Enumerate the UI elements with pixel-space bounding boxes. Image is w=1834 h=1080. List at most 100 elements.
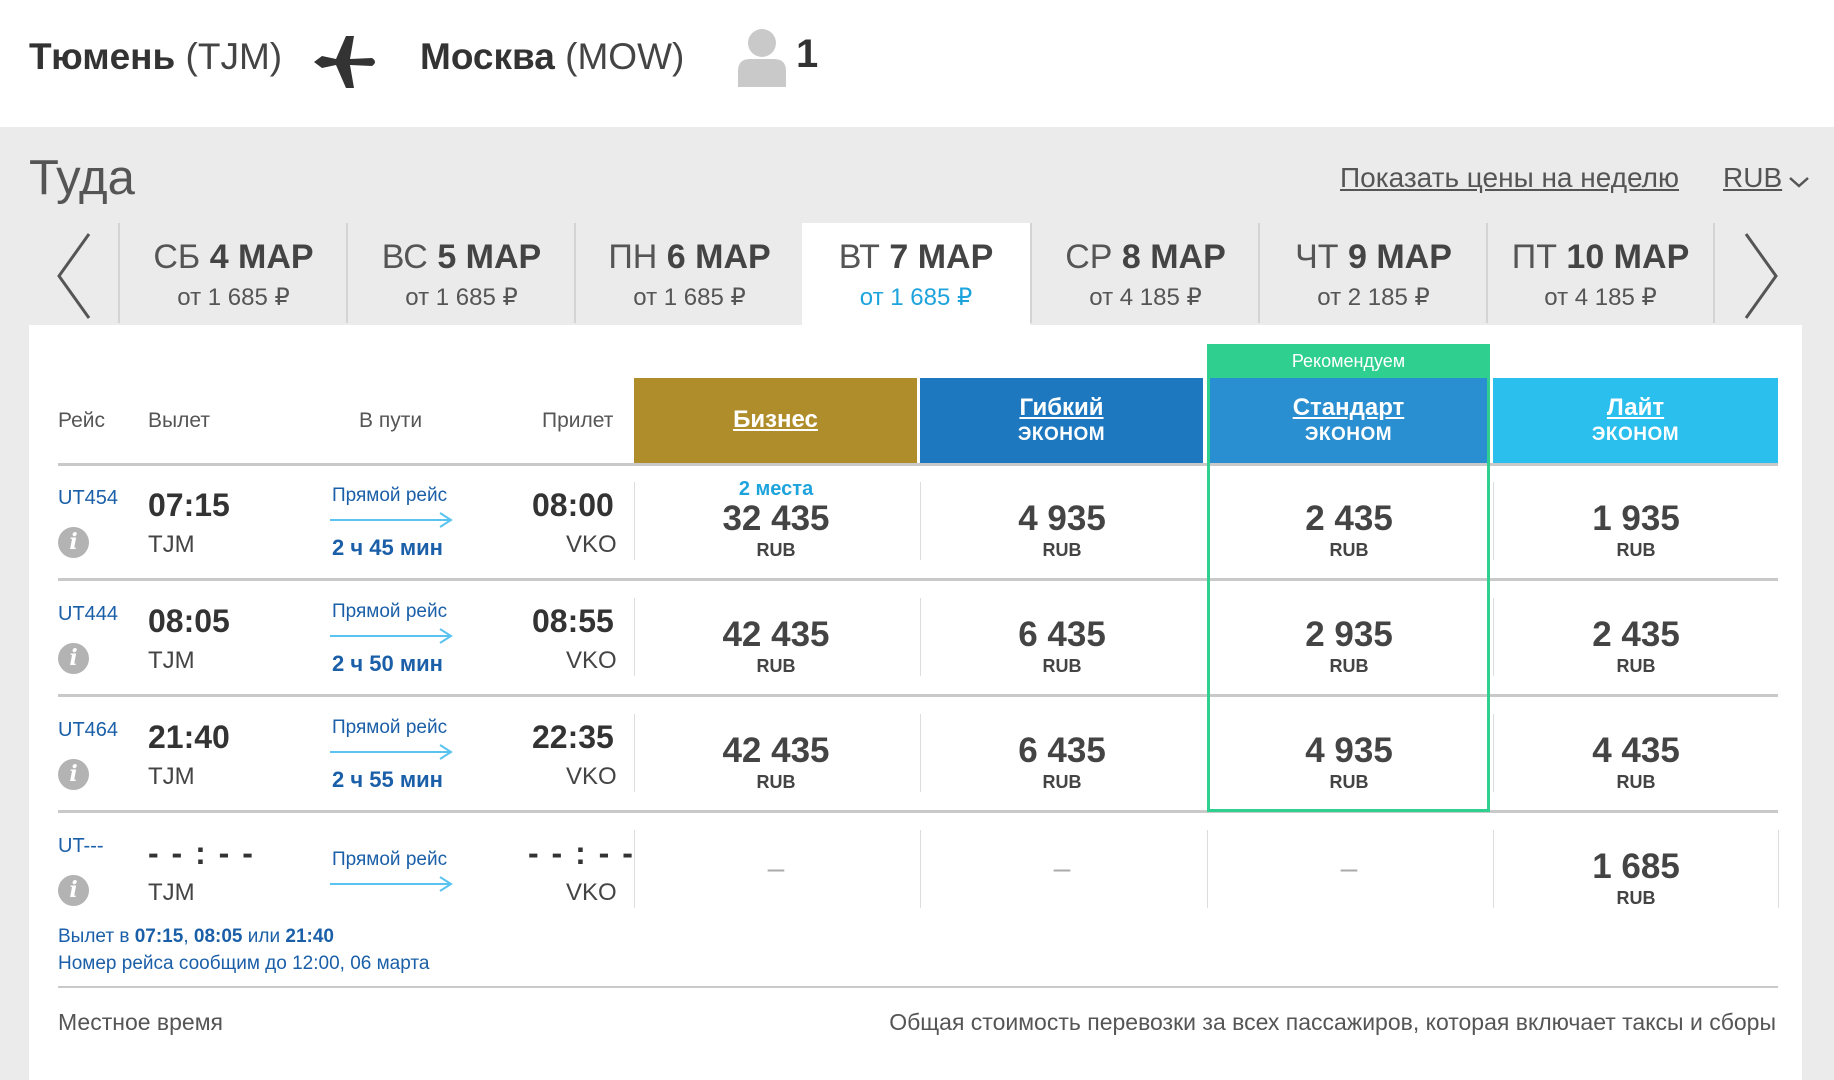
price-amount: 32 435	[722, 499, 830, 538]
seats-left	[940, 710, 1184, 732]
fare-price-business[interactable]: 42 435 RUB	[654, 710, 898, 793]
note-time: 07:15	[134, 926, 184, 947]
price-amount: 6 435	[1018, 731, 1106, 770]
fare-price-standard[interactable]: 2 435 RUB	[1227, 478, 1471, 561]
col-sep	[920, 714, 921, 792]
info-icon[interactable]: i	[58, 759, 89, 790]
passenger-count: 1	[796, 32, 819, 76]
divider	[58, 986, 1778, 988]
flight-number[interactable]: UT444	[58, 603, 119, 625]
currency-select[interactable]: RUB	[1723, 162, 1810, 196]
fare-price-flex[interactable]: 4 935 RUB	[940, 478, 1184, 561]
dest-city-code: (MOW)	[565, 36, 685, 77]
divider	[58, 694, 1778, 697]
col-duration: В пути	[359, 409, 423, 432]
date-tab[interactable]: ВС 5 МАР от 1 685 ₽	[346, 223, 575, 323]
flight-number[interactable]: UT---	[58, 835, 104, 857]
price-unavailable: –	[1053, 852, 1071, 885]
date-label: 5 МАР	[437, 238, 542, 276]
info-icon[interactable]: i	[58, 875, 89, 906]
price-unavailable: –	[1340, 852, 1358, 885]
arr-airport: VKO	[566, 879, 617, 906]
date-tab[interactable]: ЧТ 9 МАР от 2 185 ₽	[1258, 223, 1487, 323]
fare-sub: ЭКОНОМ	[1304, 424, 1393, 445]
fare-header-lite[interactable]: Лайт ЭКОНОМ	[1493, 378, 1778, 464]
date-tab-active[interactable]: ВТ 7 МАР от 1 685 ₽	[802, 223, 1030, 325]
origin-city-name: Тюмень	[29, 36, 176, 77]
flight-number[interactable]: UT464	[58, 719, 119, 741]
flight-number[interactable]: UT454	[58, 487, 119, 509]
arr-airport: VKO	[566, 763, 617, 790]
arr-airport: VKO	[566, 647, 617, 674]
col-sep	[1493, 598, 1494, 676]
price-amount: 2 435	[1592, 615, 1680, 654]
note-sep: или	[247, 926, 281, 947]
col-sep	[1778, 830, 1779, 908]
seats-left	[940, 478, 1184, 500]
dep-airport: TJM	[148, 647, 195, 674]
price-amount: 4 935	[1305, 731, 1393, 770]
price-amount: 4 435	[1592, 731, 1680, 770]
date-dow: ВС	[381, 238, 428, 276]
fare-price-lite[interactable]: 1 685 RUB	[1514, 826, 1758, 909]
fare-price-flex[interactable]: 6 435 RUB	[940, 710, 1184, 793]
fare-price-standard[interactable]: 2 935 RUB	[1227, 594, 1471, 677]
price-amount: 4 935	[1018, 499, 1106, 538]
date-dow: СБ	[153, 238, 201, 276]
date-tab[interactable]: СР 8 МАР от 4 185 ₽	[1030, 223, 1259, 323]
date-tab[interactable]: СБ 4 МАР от 1 685 ₽	[118, 223, 347, 323]
fare-price-standard[interactable]: 4 935 RUB	[1227, 710, 1471, 793]
divider	[58, 578, 1778, 581]
date-min-price: 4 185 ₽	[1119, 284, 1202, 311]
price-amount: 2 435	[1305, 499, 1393, 538]
price-currency: RUB	[1329, 772, 1369, 792]
date-tab[interactable]: ПТ 10 МАР от 4 185 ₽	[1486, 223, 1715, 323]
col-sep	[920, 830, 921, 908]
fare-name: Гибкий	[1019, 394, 1104, 421]
divider	[58, 463, 1778, 466]
dep-airport: TJM	[148, 879, 195, 906]
flight-duration: 2 ч 45 мин	[332, 535, 443, 560]
fare-sub: ЭКОНОМ	[1017, 424, 1106, 445]
col-sep	[1493, 482, 1494, 560]
fare-header-flex[interactable]: Гибкий ЭКОНОМ	[920, 378, 1203, 464]
price-amount: 1 935	[1592, 499, 1680, 538]
price-amount: 1 685	[1592, 847, 1680, 886]
date-dow: ЧТ	[1295, 238, 1339, 276]
price-currency: RUB	[756, 772, 796, 792]
date-min-price: 1 685 ₽	[435, 284, 518, 311]
price-currency: RUB	[1616, 888, 1656, 908]
recommended-frame-left	[1207, 344, 1210, 464]
col-sep	[1493, 714, 1494, 792]
price-currency: RUB	[756, 540, 796, 560]
note-prefix: Вылет в	[58, 926, 130, 947]
direct-flight-label: Прямой рейс	[332, 485, 448, 506]
arr-time: - - : - -	[528, 835, 635, 871]
total-cost-note: Общая стоимость перевозки за всех пассаж…	[889, 1009, 1776, 1035]
date-tab[interactable]: ПН 6 МАР от 1 685 ₽	[574, 223, 803, 323]
from-prefix: от	[1544, 284, 1569, 311]
fare-name: Стандарт	[1292, 394, 1405, 421]
dep-airport: TJM	[148, 531, 195, 558]
fare-price-flex[interactable]: 6 435 RUB	[940, 594, 1184, 677]
fare-price-business[interactable]: 2 места 32 435 RUB	[654, 478, 898, 561]
fare-header-standard[interactable]: Стандарт ЭКОНОМ	[1207, 378, 1490, 464]
fare-price-business[interactable]: 42 435 RUB	[654, 594, 898, 677]
seats-left	[1514, 594, 1758, 616]
info-icon[interactable]: i	[58, 643, 89, 674]
date-min-price: 2 185 ₽	[1347, 284, 1430, 311]
route-arrow-icon	[330, 876, 453, 892]
week-prices-link[interactable]: Показать цены на неделю	[1340, 162, 1680, 193]
next-dates-arrow-icon[interactable]	[1730, 230, 1790, 322]
col-sep	[634, 830, 635, 908]
route-arrow-icon	[330, 512, 453, 528]
info-icon[interactable]: i	[58, 527, 89, 558]
fare-price-lite[interactable]: 2 435 RUB	[1514, 594, 1758, 677]
prev-dates-arrow-icon[interactable]	[45, 230, 105, 322]
fare-price-lite[interactable]: 4 435 RUB	[1514, 710, 1758, 793]
direct-flight-label: Прямой рейс	[332, 849, 448, 870]
fare-header-business[interactable]: Бизнес	[634, 378, 917, 464]
fare-name: Лайт	[1606, 394, 1665, 421]
section-title: Туда	[29, 151, 135, 205]
fare-price-lite[interactable]: 1 935 RUB	[1514, 478, 1758, 561]
